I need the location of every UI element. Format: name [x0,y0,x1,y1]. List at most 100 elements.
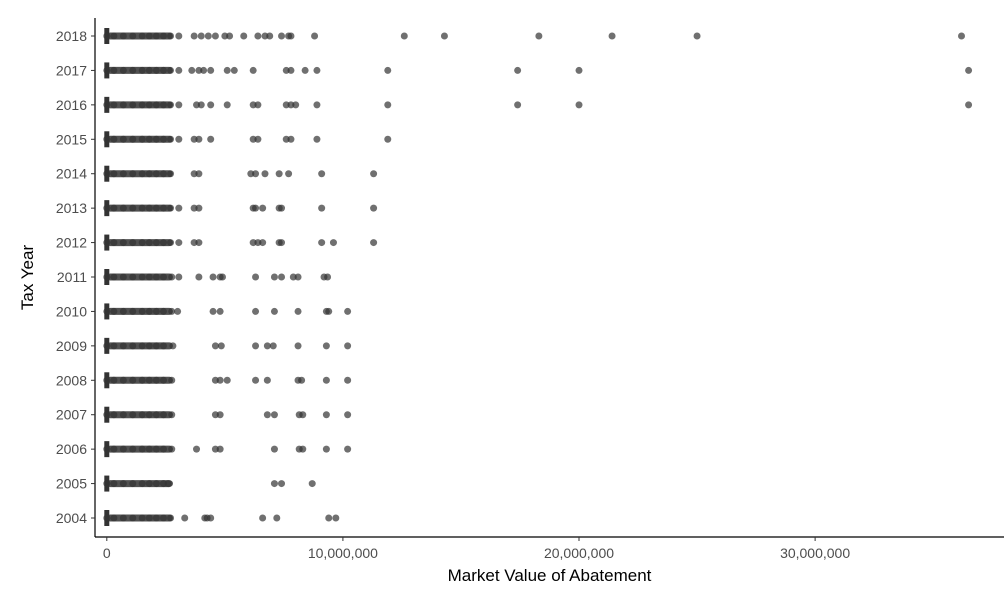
data-point [322,342,330,350]
data-point [175,273,183,281]
data-point [168,273,176,281]
data-point [332,514,340,522]
data-point [514,101,522,109]
data-point [514,66,522,74]
data-point [145,514,153,522]
x-tick-label: 20,000,000 [544,545,614,561]
y-tick-label: 2011 [57,269,87,285]
data-point [311,32,319,40]
data-point [168,411,176,419]
data-point [344,411,352,419]
data-point [103,445,111,453]
data-point [119,514,127,522]
data-point [273,514,281,522]
data-point [159,239,167,247]
data-point [167,204,175,212]
data-point [190,32,198,40]
data-point [152,135,160,143]
data-point [103,170,111,178]
data-point [384,135,392,143]
data-point [313,66,321,74]
data-point [110,239,118,247]
y-tick-label: 2017 [56,62,87,78]
data-point [152,342,160,350]
data-point [110,32,118,40]
data-point [145,66,153,74]
data-point [200,66,208,74]
data-point [164,480,172,488]
data-point [110,101,118,109]
data-point [287,32,295,40]
data-point [159,342,167,350]
data-point [259,239,267,247]
data-point [129,376,137,384]
y-tick-label: 2010 [56,303,87,319]
data-point [119,376,127,384]
data-point [318,204,326,212]
data-point [693,32,701,40]
data-point [278,273,286,281]
data-point [195,273,203,281]
data-point [193,445,201,453]
y-tick-label: 2013 [56,200,87,216]
data-point [145,204,153,212]
data-point [159,307,167,315]
x-tick-label: 0 [103,545,111,561]
data-point [110,135,118,143]
data-point [370,204,378,212]
data-point [207,135,215,143]
data-point [110,273,118,281]
data-point [167,101,175,109]
y-tick-label: 2012 [56,235,87,251]
data-point [103,273,111,281]
data-point [110,376,118,384]
data-point [110,204,118,212]
data-point [159,101,167,109]
data-point [270,273,278,281]
data-point [195,204,203,212]
data-point [110,411,118,419]
data-point [159,66,167,74]
data-point [119,32,127,40]
data-point [152,307,160,315]
data-point [575,101,583,109]
data-point [344,376,352,384]
data-point [313,135,321,143]
data-point [159,170,167,178]
data-point [322,376,330,384]
data-point [159,204,167,212]
data-point [308,480,316,488]
data-point [400,32,408,40]
data-point [145,480,153,488]
data-point [278,480,286,488]
data-point [145,376,153,384]
data-point [138,239,146,247]
data-point [252,170,260,178]
data-point [110,307,118,315]
data-point [119,342,127,350]
data-point [325,307,333,315]
data-point [103,204,111,212]
data-point [110,480,118,488]
data-point [159,273,167,281]
data-point [103,101,111,109]
data-point [965,66,973,74]
data-point [344,342,352,350]
data-point [226,32,234,40]
data-point [278,204,286,212]
y-tick-label: 2006 [56,441,87,457]
data-point [278,239,286,247]
data-point [252,273,260,281]
data-point [168,307,176,315]
data-point [119,307,127,315]
data-point [259,514,267,522]
data-point [152,170,160,178]
data-point [119,411,127,419]
data-point [145,32,153,40]
data-point [138,273,146,281]
data-point [129,445,137,453]
data-point [270,480,278,488]
data-point [270,445,278,453]
